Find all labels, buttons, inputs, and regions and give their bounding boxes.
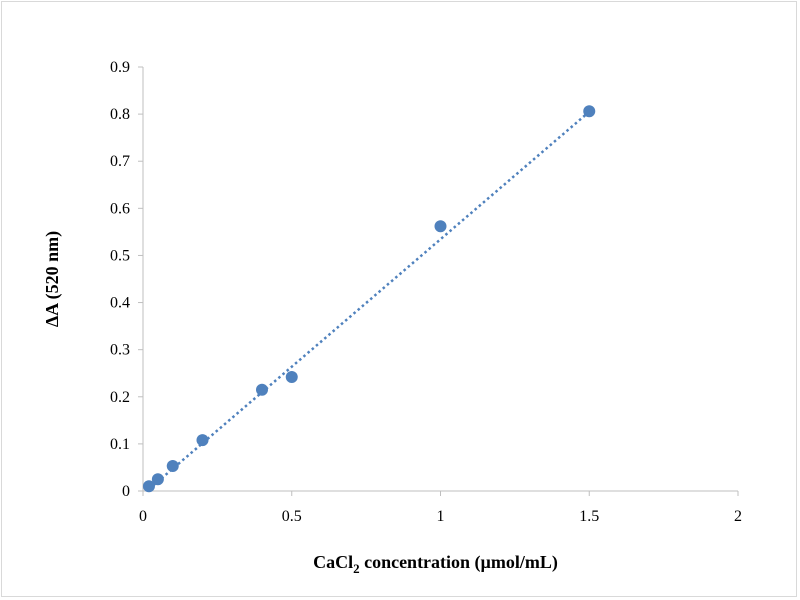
data-point xyxy=(151,473,164,486)
data-point xyxy=(256,383,268,396)
data-point xyxy=(166,460,179,473)
x-axis-title: CaCl2 concentration (µmol/mL) xyxy=(313,552,558,576)
y-tick-label: 0.7 xyxy=(110,153,130,170)
y-tick-label: 0.2 xyxy=(110,389,130,406)
x-tick-label: 2 xyxy=(734,508,742,525)
y-tick-label: 0.1 xyxy=(110,436,130,453)
data-point xyxy=(434,220,447,233)
y-axis-title: ΔA (520 nm) xyxy=(42,231,63,327)
y-tick-label: 0 xyxy=(122,483,130,500)
x-axis-title-main: CaCl xyxy=(313,552,353,572)
data-points xyxy=(142,105,596,493)
x-axis-title-subscript: 2 xyxy=(353,561,360,576)
x-tick-label: 0 xyxy=(139,508,147,525)
axis-ticks: 0 0.1 0.2 0.3 0.4 0.5 0.6 0.7 0.8 0.9 0 0.5 1 1.5 2 xyxy=(110,59,742,525)
data-point xyxy=(142,480,155,493)
y-tick-label: 0.3 xyxy=(110,342,130,359)
trendline-group xyxy=(148,110,591,491)
y-tick-label: 0.6 xyxy=(110,200,130,217)
data-point xyxy=(285,370,298,383)
x-tick-label: 1.5 xyxy=(579,508,599,525)
y-tick-label: 0.9 xyxy=(110,59,130,76)
x-axis-title-suffix: concentration (µmol/mL) xyxy=(360,552,558,573)
linear-trendline xyxy=(148,110,591,491)
data-point xyxy=(196,434,209,447)
x-tick-label: 1 xyxy=(437,508,445,525)
y-tick-label: 0.8 xyxy=(110,106,130,123)
x-tick-label: 0.5 xyxy=(282,508,302,525)
data-point xyxy=(583,105,596,118)
y-tick-label: 0.4 xyxy=(110,295,130,312)
y-tick-label: 0.5 xyxy=(110,247,130,264)
axes xyxy=(142,67,738,492)
